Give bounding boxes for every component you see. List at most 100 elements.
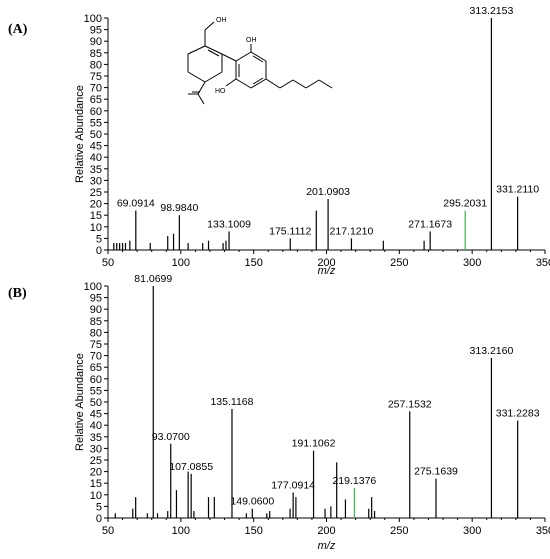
y-tick-label: 60 — [90, 374, 102, 386]
y-tick-label: 40 — [90, 152, 102, 164]
x-tick-label: 200 — [317, 257, 335, 269]
bond — [207, 49, 220, 57]
x-tick-label: 350 — [536, 525, 550, 537]
x-tick-label: 100 — [172, 525, 190, 537]
y-tick-label: 0 — [96, 513, 102, 525]
bond — [204, 21, 215, 31]
bond — [197, 93, 205, 105]
y-tick-label: 30 — [90, 175, 102, 187]
peak-label: 257.1532 — [388, 398, 432, 410]
y-tick-label: 100 — [84, 281, 102, 293]
y-tick-label: 25 — [90, 187, 102, 199]
y-tick-label: 75 — [90, 339, 102, 351]
spectrum-panel-b: (B)0510152025303540455055606570758085909… — [8, 273, 550, 552]
y-tick-label: 60 — [90, 106, 102, 118]
x-axis-title: m/z — [318, 265, 336, 277]
bond — [305, 79, 320, 89]
atom-label: OH — [216, 17, 227, 24]
x-tick-label: 250 — [390, 257, 408, 269]
y-tick-label: 90 — [90, 36, 102, 48]
x-tick-label: 200 — [317, 525, 335, 537]
bond — [252, 77, 264, 85]
y-tick-label: 20 — [90, 467, 102, 479]
molecule-structure — [187, 21, 333, 105]
peak-label: 295.2031 — [443, 198, 487, 210]
peak-label: 69.0914 — [117, 198, 155, 210]
bond — [252, 55, 264, 63]
x-tick-label: 300 — [463, 257, 481, 269]
y-tick-label: 95 — [90, 25, 102, 37]
x-tick-label: 350 — [536, 257, 550, 269]
bond — [204, 45, 223, 55]
y-tick-label: 95 — [90, 293, 102, 305]
y-tick-label: 70 — [90, 83, 102, 95]
y-tick-label: 80 — [90, 327, 102, 339]
y-tick-label: 10 — [90, 222, 102, 234]
peak-label: 191.1062 — [292, 438, 336, 450]
x-tick-label: 150 — [244, 257, 262, 269]
y-tick-label: 75 — [90, 71, 102, 83]
peak-label: 175.1112 — [269, 225, 311, 237]
atom-label: OH — [246, 37, 257, 44]
y-tick-label: 0 — [96, 245, 102, 257]
spectrum-panel-a: (A)0510152025303540455055606570758085909… — [8, 5, 550, 277]
bond — [250, 51, 267, 62]
peak-label: 149.0600 — [230, 496, 274, 508]
peak-label: 271.1673 — [408, 218, 452, 230]
peak-label: 331.2110 — [496, 184, 539, 196]
y-tick-label: 70 — [90, 351, 102, 363]
y-tick-label: 55 — [90, 117, 102, 129]
peak-label: 133.1009 — [207, 218, 251, 230]
y-tick-label: 65 — [90, 362, 102, 374]
x-tick-label: 100 — [172, 257, 190, 269]
x-axis-title: m/z — [318, 540, 336, 552]
y-tick-label: 20 — [90, 199, 102, 211]
bond — [250, 78, 267, 89]
y-axis-title: Relative Abundance — [74, 353, 86, 451]
bond — [204, 71, 223, 83]
panel-label: (B) — [8, 286, 27, 301]
peak-label: 219.1376 — [332, 475, 376, 487]
bond — [235, 51, 252, 62]
peak-label: 177.0914 — [271, 479, 315, 491]
peak-label: 217.1210 — [330, 225, 374, 237]
peak-label: 201.0903 — [306, 186, 350, 198]
y-tick-label: 50 — [90, 129, 102, 141]
peak-label: 93.0700 — [152, 431, 190, 443]
x-tick-label: 50 — [102, 257, 114, 269]
y-tick-label: 35 — [90, 432, 102, 444]
x-tick-label: 300 — [463, 525, 481, 537]
y-tick-label: 10 — [90, 490, 102, 502]
bond — [225, 78, 237, 87]
y-tick-label: 85 — [90, 48, 102, 60]
x-tick-label: 250 — [390, 525, 408, 537]
y-tick-label: 100 — [84, 13, 102, 25]
peak-label: 313.2160 — [470, 345, 514, 357]
y-tick-label: 50 — [90, 397, 102, 409]
y-tick-label: 5 — [96, 233, 102, 245]
peak-label: 313.2153 — [470, 5, 514, 17]
atom-label: HO — [215, 88, 226, 95]
x-tick-label: 150 — [244, 525, 262, 537]
bond — [221, 53, 237, 62]
y-tick-label: 65 — [90, 94, 102, 106]
bond — [265, 78, 281, 89]
y-tick-label: 25 — [90, 455, 102, 467]
y-axis-title: Relative Abundance — [74, 85, 86, 183]
peak-label: 135.1168 — [210, 396, 253, 408]
y-tick-label: 5 — [96, 501, 102, 513]
peak-label: 107.0855 — [169, 461, 213, 473]
y-tick-label: 80 — [90, 59, 102, 71]
bond — [292, 79, 307, 89]
peak-label: 331.2283 — [496, 408, 540, 420]
bond — [279, 79, 294, 89]
bond — [318, 79, 333, 89]
bond — [235, 78, 252, 89]
panel-label: (A) — [8, 22, 28, 37]
y-tick-label: 40 — [90, 420, 102, 432]
peak-label: 98.9840 — [160, 202, 198, 214]
bond — [187, 45, 206, 55]
y-tick-label: 35 — [90, 164, 102, 176]
y-tick-label: 30 — [90, 443, 102, 455]
